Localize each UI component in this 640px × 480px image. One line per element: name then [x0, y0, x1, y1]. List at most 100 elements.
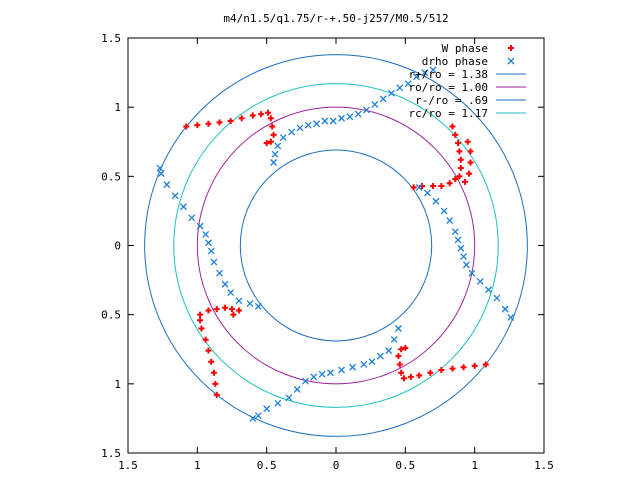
data-point [404, 80, 412, 88]
data-point [271, 150, 279, 158]
data-point [302, 377, 309, 385]
data-point [471, 362, 478, 369]
data-point [249, 414, 257, 422]
y-tick-label: 1 [114, 101, 121, 114]
data-point [371, 100, 379, 108]
data-point [221, 280, 229, 288]
data-point [446, 217, 454, 225]
data-point [452, 131, 459, 138]
data-point [296, 124, 304, 132]
data-point [415, 183, 423, 191]
data-point [462, 261, 470, 269]
data-point [427, 369, 434, 376]
data-point [326, 369, 334, 377]
data-point [196, 222, 204, 230]
y-tick-label: 1.5 [101, 447, 121, 460]
data-point [476, 278, 484, 285]
x-tick-label: 0.5 [257, 459, 277, 472]
data-point [501, 305, 509, 313]
data-point [456, 148, 463, 155]
data-point [210, 258, 218, 266]
data-point [466, 170, 473, 177]
data-point [227, 118, 234, 124]
data-point [379, 95, 387, 103]
data-point [285, 394, 293, 402]
data-point [416, 372, 423, 379]
reference-circle-0 [144, 54, 528, 437]
data-point [394, 325, 402, 332]
data-point [288, 128, 296, 136]
legend-label: r-/ro = .69 [415, 94, 488, 107]
data-point [212, 380, 219, 387]
data-point [388, 89, 395, 97]
data-point [156, 164, 164, 172]
reference-circles [144, 54, 528, 437]
data-point [222, 304, 229, 311]
data-point [318, 370, 326, 378]
data-point [270, 131, 277, 138]
data-point [338, 114, 346, 122]
data-point [430, 183, 437, 190]
data-point [421, 69, 429, 77]
data-point [265, 109, 272, 116]
data-point [267, 138, 274, 145]
data-point [412, 73, 420, 81]
data-point [432, 197, 440, 205]
data-point [363, 106, 370, 114]
data-point [438, 183, 445, 190]
data-point [321, 117, 329, 125]
data-point [210, 369, 217, 376]
data-point [205, 307, 212, 314]
data-point [451, 228, 459, 236]
data-point [216, 119, 223, 126]
data-point [507, 313, 515, 321]
reference-circle-1 [196, 106, 476, 385]
data-point [457, 165, 464, 172]
reference-circle-2 [239, 149, 433, 342]
data-point [446, 180, 453, 187]
data-point [202, 230, 210, 238]
data-point [230, 311, 237, 318]
data-point [329, 117, 337, 125]
data-point [213, 391, 220, 398]
data-point [354, 110, 362, 118]
data-point [274, 142, 282, 150]
data-point [407, 373, 414, 380]
y-tick-label: 0 [114, 240, 121, 253]
data-point [202, 336, 209, 343]
reference-circle-3 [173, 83, 499, 408]
y-tick-label: 0.5 [101, 170, 121, 183]
data-point [468, 269, 476, 277]
data-point [396, 84, 404, 92]
y-tick-label: 0.5 [101, 309, 121, 322]
data-point [270, 159, 278, 166]
data-point [396, 361, 403, 368]
data-point [457, 156, 464, 163]
data-point [229, 306, 235, 313]
data-point [395, 353, 402, 360]
data-point [400, 375, 407, 382]
series-0 [183, 109, 489, 398]
data-point [163, 181, 171, 189]
data-point [267, 115, 274, 122]
x-tick-label: 1.5 [534, 459, 554, 472]
legend-label: ro/ro = 1.00 [409, 81, 488, 94]
data-point [449, 123, 456, 130]
data-point [205, 120, 212, 127]
y-tick-label: 1 [114, 378, 121, 391]
data-point [198, 325, 205, 332]
data-point [188, 214, 196, 222]
data-point [249, 112, 256, 119]
data-point [313, 120, 321, 128]
data-point [246, 300, 254, 308]
data-point [263, 405, 271, 413]
data-point [460, 364, 467, 371]
data-point [461, 178, 468, 185]
x-tick-label: 1.5 [118, 459, 138, 472]
data-point [390, 336, 398, 344]
data-point [402, 344, 409, 351]
data-point [456, 173, 463, 180]
data-point [460, 253, 468, 261]
